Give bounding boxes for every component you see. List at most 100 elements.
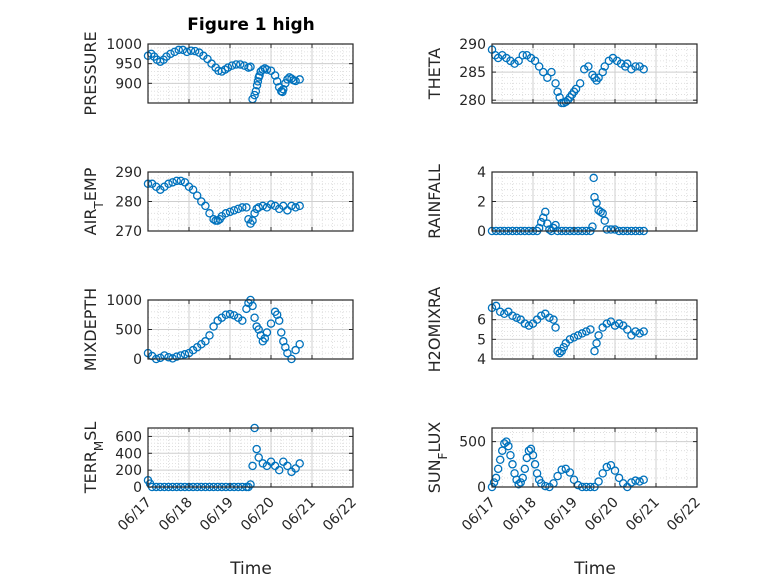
data-point-theta (575, 79, 585, 88)
y-tick-label: 600 (115, 429, 142, 445)
data-point-mixdepth (229, 311, 239, 320)
figure-title: Figure 1 high (187, 15, 315, 35)
data-point-pressure (283, 75, 292, 84)
y-tick-label: 290 (115, 165, 142, 181)
chart-panel-pressure: 900 950 1000 PRESSURE (81, 31, 354, 116)
y-tick-label: 1000 (106, 293, 142, 309)
chart-panel-theta: 280 285 290 THETA (425, 37, 698, 109)
data-point-sun_flux (627, 478, 636, 487)
x-tick-label: 06/17 (459, 495, 499, 535)
x-axis-label-right: Time (573, 559, 616, 579)
data-point-sun_flux (518, 473, 528, 483)
y-axis-label-text: SUN (425, 459, 444, 493)
y-tick-label: 1000 (106, 37, 142, 53)
data-point-rainfall (536, 217, 546, 227)
y-tick-label: 280 (115, 195, 142, 211)
data-point-air_temp (233, 204, 243, 214)
data-point-mixdepth (279, 337, 288, 346)
data-point-pressure (235, 60, 245, 69)
data-point-pressure (227, 61, 237, 70)
x-tick-label: 06/22 (664, 495, 704, 535)
y-tick-label: 200 (115, 463, 142, 479)
data-point-pressure (266, 66, 276, 76)
data-point-sun_flux (606, 460, 616, 470)
data-point-air_temp (172, 176, 181, 186)
data-point-air_temp (229, 206, 239, 215)
data-point-rainfall (588, 222, 597, 231)
data-point-rainfall (534, 223, 544, 233)
data-point-theta (539, 67, 548, 77)
data-point-h2omixra (582, 327, 591, 336)
data-point-mixdepth (260, 334, 270, 343)
data-point-pressure (291, 76, 300, 86)
data-point-pressure (295, 75, 304, 84)
data-point-theta (639, 65, 648, 74)
data-point-pressure (223, 63, 233, 72)
y-axis-label-subscript: M (92, 441, 106, 451)
x-tick-label: 06/17 (115, 495, 155, 535)
data-point-h2omixra (631, 327, 640, 336)
data-point-mixdepth (221, 310, 231, 319)
data-point-sun_flux (520, 464, 530, 474)
data-point-sun_flux (502, 437, 511, 446)
x-tick-label: 06/19 (541, 495, 581, 535)
data-point-h2omixra (549, 315, 558, 324)
data-point-air_temp (287, 201, 296, 211)
data-point-rainfall (602, 225, 612, 234)
y-axis-label-air_temp: AIRTEMP (81, 167, 106, 235)
data-point-h2omixra (573, 331, 583, 340)
data-point-rainfall (551, 220, 560, 230)
data-point-h2omixra (500, 309, 509, 319)
y-tick-label: 4 (477, 165, 486, 181)
data-point-pressure (174, 45, 183, 55)
data-point-h2omixra (553, 346, 562, 356)
x-tick-label: 06/21 (623, 495, 663, 535)
data-point-sun_flux (493, 464, 503, 474)
data-point-air_temp (188, 185, 198, 194)
data-point-h2omixra (508, 311, 517, 320)
data-point-sun_flux (504, 441, 513, 451)
data-point-air_temp (250, 209, 259, 218)
chart-panel-sun_flux: 0 500 06/17 06/18 06/19 06/20 06/21 06/22 SUNFLU… (425, 422, 704, 535)
x-tick-label: 06/21 (279, 495, 319, 535)
y-tick-label: 900 (115, 76, 142, 92)
data-point-air_temp (266, 200, 276, 209)
data-point-pressure (240, 61, 249, 70)
y-axis-label-theta: THETA (425, 48, 444, 100)
data-point-h2omixra (594, 331, 603, 340)
data-point-air_temp (244, 214, 253, 224)
data-point-theta (584, 62, 593, 71)
data-point-h2omixra (569, 333, 579, 342)
data-point-pressure (186, 46, 196, 55)
data-point-pressure (203, 54, 212, 64)
data-point-air_temp (242, 203, 251, 212)
data-point-rainfall (596, 207, 605, 217)
data-point-h2omixra (592, 339, 601, 348)
data-point-theta (553, 87, 562, 97)
data-point-pressure (246, 62, 255, 72)
data-point-mixdepth (238, 316, 247, 325)
data-point-sun_flux (506, 450, 515, 460)
data-point-sun_flux (514, 480, 523, 489)
data-point-theta (600, 62, 610, 71)
data-point-h2omixra (602, 319, 612, 328)
data-point-terr_msl (246, 480, 255, 489)
data-point-mixdepth (254, 325, 263, 334)
data-point-h2omixra (495, 307, 505, 317)
data-point-h2omixra (565, 335, 575, 344)
data-point-sun_flux (602, 462, 612, 472)
data-point-rainfall (590, 192, 599, 202)
y-tick-label: 950 (115, 57, 142, 73)
y-tick-label: 270 (115, 224, 142, 240)
data-point-sun_flux (594, 477, 603, 486)
data-point-mixdepth (262, 328, 272, 337)
data-point-theta (518, 50, 528, 60)
chart-panel-air_temp: 270 280 290 AIRTEMP (81, 165, 354, 240)
x-tick-label: 06/18 (156, 495, 196, 535)
data-point-terr_msl (283, 461, 292, 471)
data-point-sun_flux (489, 478, 499, 487)
data-point-pressure (279, 84, 288, 94)
data-point-pressure (251, 86, 261, 96)
data-point-theta (547, 67, 556, 77)
